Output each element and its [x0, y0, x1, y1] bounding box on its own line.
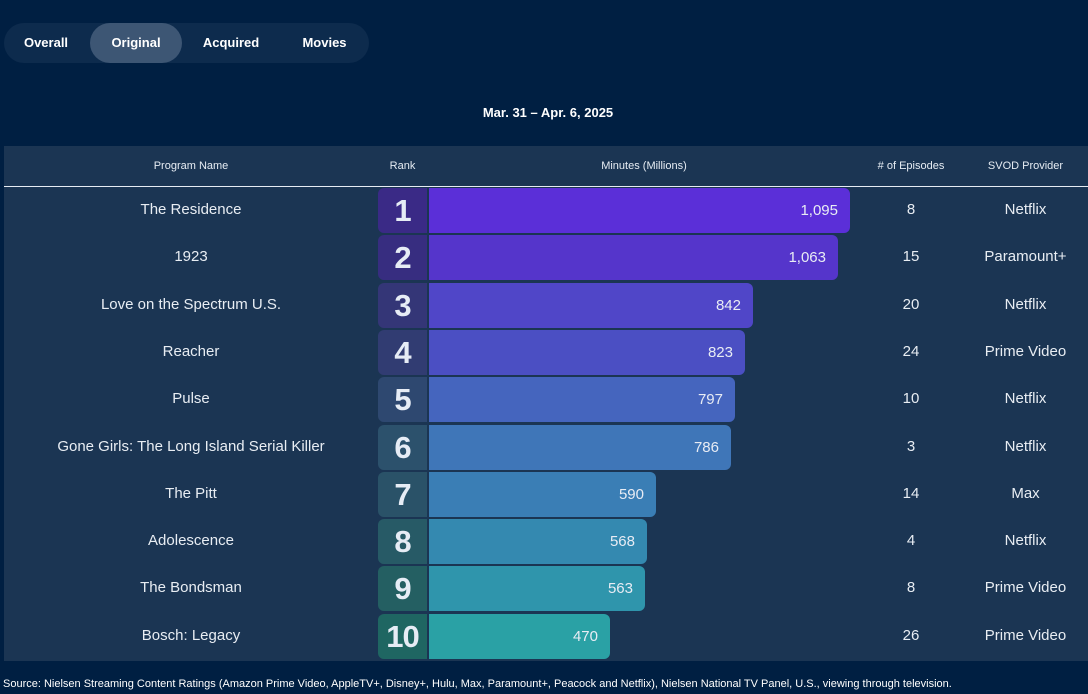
header-program-name: Program Name	[153, 160, 229, 172]
episodes-cell: 15	[902, 248, 920, 265]
episodes-cell: 26	[902, 627, 920, 644]
episodes-cell: 8	[906, 579, 916, 596]
minutes-bar	[429, 472, 656, 517]
provider-cell: Netflix	[1004, 438, 1047, 455]
rank-badge: 9	[378, 566, 427, 611]
episodes-cell: 10	[902, 390, 920, 407]
program-name-cell: Reacher	[162, 343, 220, 360]
rank-badge: 2	[378, 235, 427, 280]
header-divider	[4, 186, 1088, 187]
episodes-cell: 3	[906, 438, 916, 455]
minutes-bar	[429, 519, 647, 564]
provider-cell: Netflix	[1004, 532, 1047, 549]
minutes-bar	[429, 425, 731, 470]
rank-badge: 4	[378, 330, 427, 375]
minutes-value-label: 470	[572, 628, 598, 645]
tab-overall[interactable]: Overall	[23, 35, 69, 50]
program-name-cell: The Pitt	[165, 485, 217, 502]
minutes-value-label: 797	[697, 391, 723, 408]
program-name-cell: Gone Girls: The Long Island Serial Kille…	[57, 438, 325, 455]
tab-acquired[interactable]: Acquired	[202, 35, 260, 50]
episodes-cell: 20	[902, 296, 920, 313]
minutes-bar	[429, 283, 753, 328]
rank-badge: 7	[378, 472, 427, 517]
minutes-value-label: 823	[707, 344, 733, 361]
rank-badge: 3	[378, 283, 427, 328]
minutes-bar	[429, 235, 838, 280]
provider-cell: Netflix	[1004, 390, 1047, 407]
episodes-cell: 14	[902, 485, 920, 502]
category-tabs: Overall Original Acquired Movies	[4, 23, 369, 63]
minutes-value-label: 842	[715, 297, 741, 314]
header-rank: Rank	[389, 160, 416, 172]
source-note: Source: Nielsen Streaming Content Rating…	[3, 678, 952, 690]
provider-cell: Paramount+	[984, 248, 1067, 265]
minutes-value-label: 1,063	[788, 249, 826, 266]
minutes-value-label: 1,095	[800, 202, 838, 219]
provider-cell: Prime Video	[984, 343, 1067, 360]
tab-movies[interactable]: Movies	[302, 35, 347, 50]
header-episodes: # of Episodes	[877, 160, 945, 172]
provider-cell: Prime Video	[984, 579, 1067, 596]
episodes-cell: 8	[906, 201, 916, 218]
minutes-value-label: 568	[609, 533, 635, 550]
minutes-bar	[429, 188, 850, 233]
program-name-cell: Adolescence	[148, 532, 234, 549]
program-name-cell: Bosch: Legacy	[141, 627, 241, 644]
minutes-bar	[429, 614, 610, 659]
date-range: Mar. 31 – Apr. 6, 2025	[482, 105, 614, 120]
rank-badge: 1	[378, 188, 427, 233]
provider-cell: Netflix	[1004, 296, 1047, 313]
rank-badge: 8	[378, 519, 427, 564]
program-name-cell: The Residence	[140, 201, 242, 218]
minutes-bar	[429, 377, 735, 422]
program-name-cell: 1923	[174, 248, 208, 265]
header-provider: SVOD Provider	[987, 160, 1064, 172]
minutes-bar	[429, 566, 645, 611]
minutes-value-label: 563	[607, 580, 633, 597]
rank-badge: 6	[378, 425, 427, 470]
minutes-value-label: 786	[693, 439, 719, 456]
rank-badge: 10	[378, 614, 427, 659]
program-name-cell: Love on the Spectrum U.S.	[100, 296, 282, 313]
provider-cell: Prime Video	[984, 627, 1067, 644]
episodes-cell: 4	[906, 532, 916, 549]
tab-original[interactable]: Original	[90, 23, 182, 63]
minutes-value-label: 590	[618, 486, 644, 503]
episodes-cell: 24	[902, 343, 920, 360]
header-minutes: Minutes (Millions)	[601, 160, 687, 172]
rank-badge: 5	[378, 377, 427, 422]
program-name-cell: Pulse	[172, 390, 210, 407]
minutes-bar	[429, 330, 745, 375]
provider-cell: Netflix	[1004, 201, 1047, 218]
program-name-cell: The Bondsman	[140, 579, 242, 596]
provider-cell: Max	[1011, 485, 1040, 502]
ratings-table: Program Name Rank Minutes (Millions) # o…	[4, 146, 1088, 661]
